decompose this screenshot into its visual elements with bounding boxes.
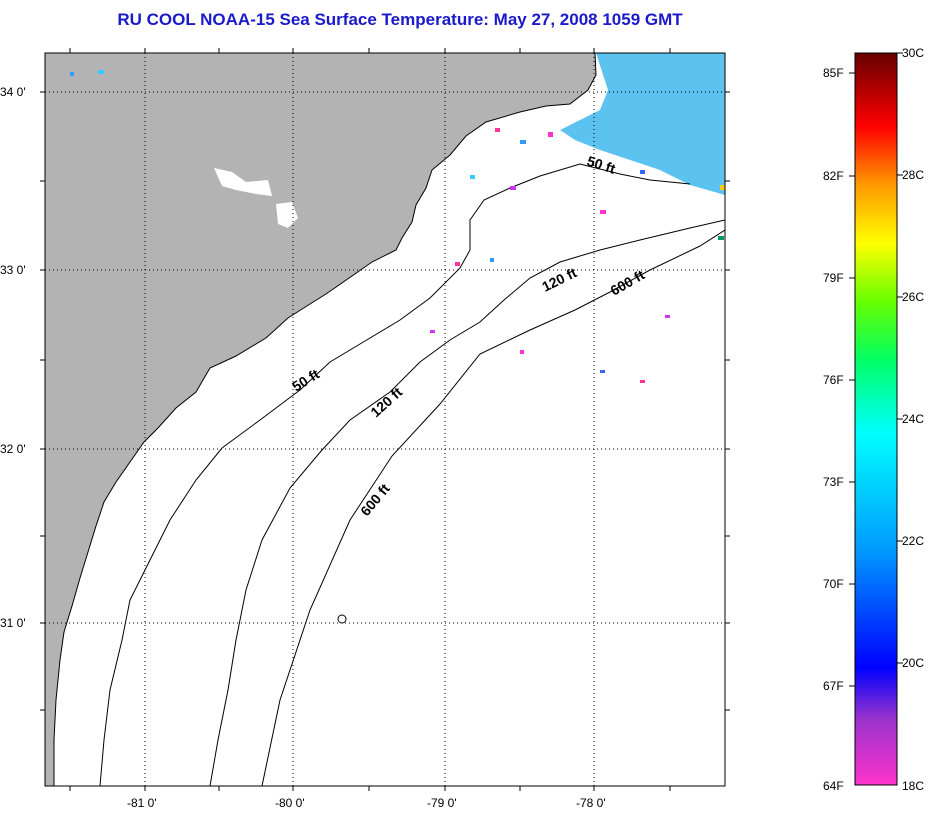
contour-120ft <box>209 219 725 786</box>
lat-label-31: 31 0' <box>0 616 26 630</box>
seamount-contour <box>337 614 347 624</box>
lon-label-81: -81 0' <box>127 796 157 810</box>
graticule <box>45 53 725 786</box>
colorbar <box>854 52 898 786</box>
colorbar-f-67: 67F <box>823 679 844 693</box>
colorbar-ticks <box>849 52 903 687</box>
colorbar-c-18: 18C <box>902 779 925 793</box>
colorbar-c-28: 28C <box>902 168 925 182</box>
map-title: RU COOL NOAA-15 Sea Surface Temperature:… <box>117 10 683 29</box>
lat-label-34: 34 0' <box>0 85 26 99</box>
lat-label-32: 32 0' <box>0 442 26 456</box>
colorbar-f-73: 73F <box>823 475 844 489</box>
colorbar-f-70: 70F <box>823 577 844 591</box>
colorbar-f-85: 85F <box>823 66 844 80</box>
lon-label-80: -80 0' <box>275 796 305 810</box>
colorbar-f-76: 76F <box>823 373 844 387</box>
colorbar-f-79: 79F <box>823 271 844 285</box>
colorbar-c-20: 20C <box>902 656 925 670</box>
land-mass <box>45 53 597 786</box>
sst-specks <box>70 70 725 383</box>
colorbar-c-24: 24C <box>902 412 925 426</box>
contour-50ft <box>99 163 691 786</box>
lon-label-79: -79 0' <box>427 796 457 810</box>
colorbar-f-82: 82F <box>823 169 844 183</box>
colorbar-c-22: 22C <box>902 534 925 548</box>
colorbar-f-64: 64F <box>823 779 844 793</box>
axis-ticks <box>40 48 730 791</box>
inland-cloud-patch <box>214 168 272 196</box>
colorbar-c-30: 30C <box>902 46 925 60</box>
colorbar-c-26: 26C <box>902 290 925 304</box>
sst-cluster-north <box>560 53 725 195</box>
lat-label-33: 33 0' <box>0 263 26 277</box>
map-frame <box>44 52 726 787</box>
contour-600ft <box>261 229 725 786</box>
lon-label-78: -78 0' <box>576 796 606 810</box>
